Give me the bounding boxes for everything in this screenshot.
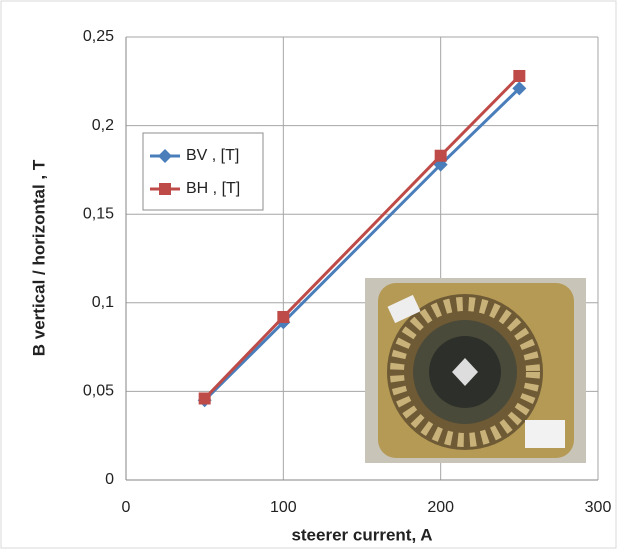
x-axis-label: steerer current, A: [291, 525, 432, 544]
series-line: [203, 87, 521, 402]
marker: [512, 81, 527, 96]
x-tick-label: 200: [427, 499, 454, 516]
x-tick-label: 300: [585, 499, 612, 516]
legend-label: BH , [T]: [186, 180, 240, 197]
y-tick-label: 0: [105, 471, 114, 488]
legend-box: [142, 132, 264, 211]
y-tick-label: 0,05: [83, 383, 114, 400]
legend-label: BV , [T]: [186, 147, 239, 164]
marker: [159, 183, 171, 195]
y-axis-label: B vertical / horizontal , T: [29, 159, 48, 356]
marker: [198, 392, 211, 405]
y-tick-label: 0,25: [83, 28, 114, 45]
marker: [158, 149, 172, 163]
marker: [513, 69, 526, 82]
y-tick-label: 0,15: [83, 205, 114, 222]
x-tick-label: 100: [270, 499, 297, 516]
series-line: [203, 74, 521, 400]
marker: [434, 149, 447, 162]
marker: [277, 310, 290, 323]
inset-photo: [365, 278, 586, 463]
y-tick-label: 0,1: [92, 294, 114, 311]
y-tick-label: 0,2: [92, 117, 114, 134]
x-tick-label: 0: [122, 499, 131, 516]
